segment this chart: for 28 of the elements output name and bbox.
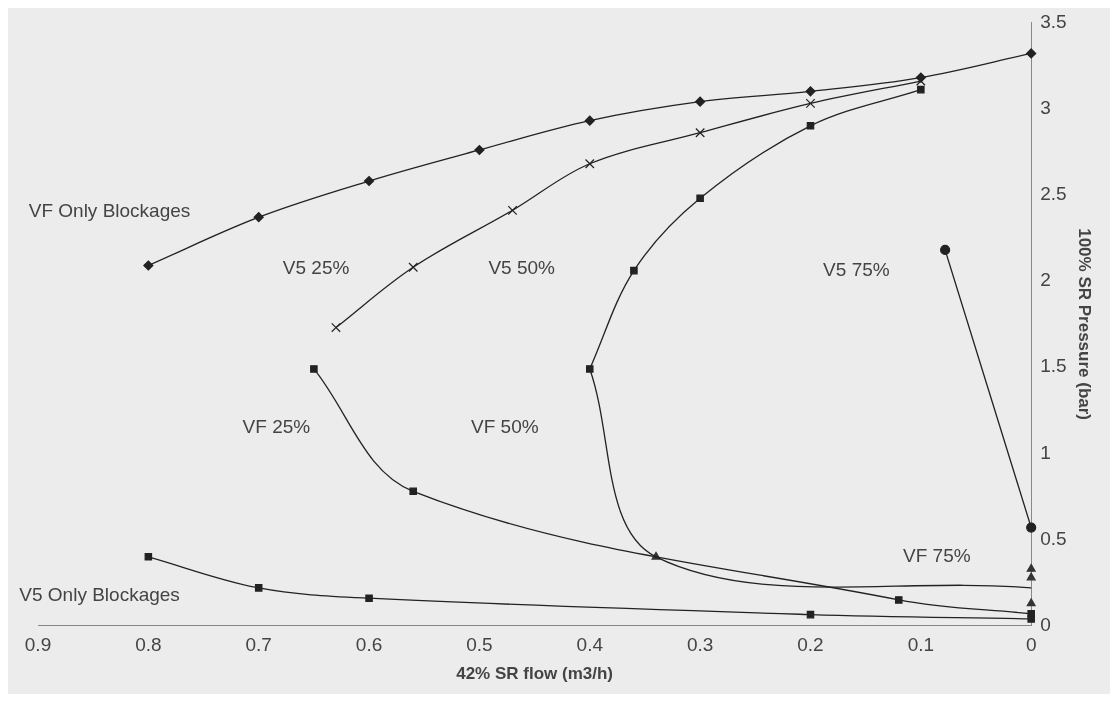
y-tick-label: 3 <box>1040 96 1051 118</box>
x-tick-label: 0.7 <box>245 634 272 656</box>
y-tick-label: 2.5 <box>1040 183 1067 205</box>
x-axis-title: 42% SR flow (m3/h) <box>456 664 613 684</box>
y-tick-label: 3.5 <box>1040 10 1067 32</box>
x-tick-label: 0.5 <box>466 634 493 656</box>
annotation: VF 50% <box>471 415 539 437</box>
x-tick-label: 0.9 <box>24 634 52 656</box>
y-axis-title: 100% SR Pressure (bar) <box>1075 228 1095 421</box>
annotation: VF 25% <box>242 415 311 437</box>
annotation: V5 50% <box>488 257 556 279</box>
x-tick-label: 0.1 <box>907 634 935 656</box>
annotation: V5 75% <box>823 258 890 280</box>
annotation: VF 75% <box>903 545 971 567</box>
annotation: VF Only Blockages <box>28 200 191 222</box>
y-tick-label: 0 <box>1040 614 1051 636</box>
annotation: V5 Only Blockages <box>19 584 180 606</box>
y-tick-label: 2 <box>1040 269 1051 291</box>
x-tick-label: 0.8 <box>135 634 162 656</box>
y-tick-label: 1 <box>1040 441 1051 463</box>
x-tick-label: 0.2 <box>797 634 824 656</box>
x-tick-label: 0 <box>1025 634 1037 656</box>
x-tick-label: 0.6 <box>355 634 383 656</box>
x-tick-label: 0.4 <box>576 634 604 656</box>
y-tick-label: 1.5 <box>1040 355 1067 377</box>
annotation: V5 25% <box>282 257 350 279</box>
x-tick-label: 0.3 <box>686 634 714 656</box>
y-tick-label: 0.5 <box>1040 527 1067 549</box>
